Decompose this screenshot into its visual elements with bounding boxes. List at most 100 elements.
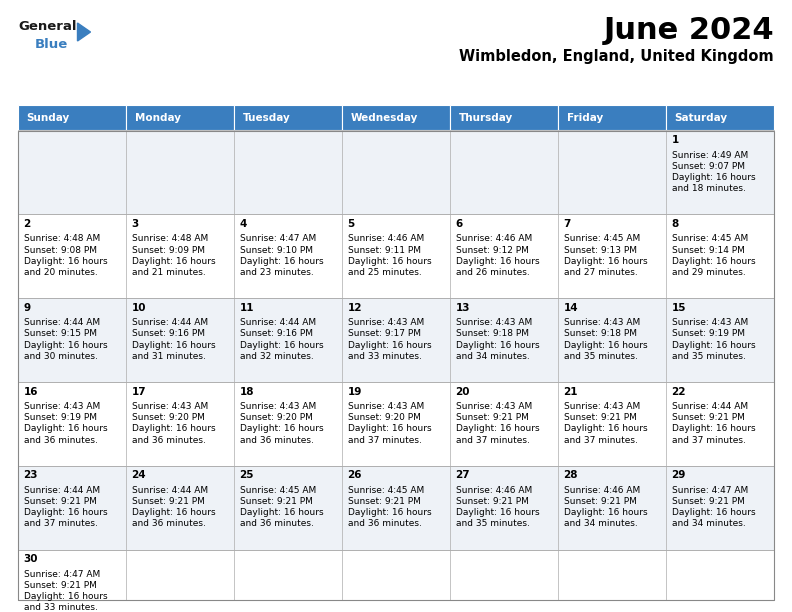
Text: Sunrise: 4:43 AM: Sunrise: 4:43 AM: [672, 318, 748, 327]
Text: Daylight: 16 hours: Daylight: 16 hours: [563, 341, 647, 349]
Text: and 23 minutes.: and 23 minutes.: [239, 268, 314, 277]
Text: Daylight: 16 hours: Daylight: 16 hours: [455, 257, 539, 266]
Text: Daylight: 16 hours: Daylight: 16 hours: [239, 341, 323, 349]
Text: 27: 27: [455, 471, 470, 480]
Text: Daylight: 16 hours: Daylight: 16 hours: [672, 424, 755, 433]
Text: Daylight: 16 hours: Daylight: 16 hours: [239, 508, 323, 517]
Text: Sunset: 9:15 PM: Sunset: 9:15 PM: [24, 329, 97, 338]
Text: and 20 minutes.: and 20 minutes.: [24, 268, 97, 277]
Text: Sunrise: 4:45 AM: Sunrise: 4:45 AM: [348, 486, 424, 495]
Text: 25: 25: [239, 471, 254, 480]
Text: and 32 minutes.: and 32 minutes.: [239, 352, 314, 361]
Text: 17: 17: [131, 387, 147, 397]
Text: Daylight: 16 hours: Daylight: 16 hours: [672, 257, 755, 266]
Text: Sunset: 9:07 PM: Sunset: 9:07 PM: [672, 162, 744, 171]
Text: 23: 23: [24, 471, 38, 480]
Text: Daylight: 16 hours: Daylight: 16 hours: [348, 341, 431, 349]
Text: and 34 minutes.: and 34 minutes.: [672, 520, 745, 528]
Text: Sunset: 9:20 PM: Sunset: 9:20 PM: [131, 413, 204, 422]
Bar: [126, 105, 234, 130]
Text: Sunrise: 4:44 AM: Sunrise: 4:44 AM: [24, 486, 100, 495]
Bar: [126, 466, 234, 550]
Bar: [558, 382, 666, 466]
Bar: [126, 382, 234, 466]
Bar: [234, 105, 342, 130]
Text: and 36 minutes.: and 36 minutes.: [239, 436, 314, 444]
Text: Sunset: 9:18 PM: Sunset: 9:18 PM: [563, 329, 637, 338]
Text: Wimbledon, England, United Kingdom: Wimbledon, England, United Kingdom: [459, 49, 774, 64]
Text: Daylight: 16 hours: Daylight: 16 hours: [131, 424, 215, 433]
Bar: [558, 466, 666, 550]
Text: Wednesday: Wednesday: [351, 113, 418, 123]
Text: Sunset: 9:13 PM: Sunset: 9:13 PM: [563, 245, 637, 255]
Bar: [342, 298, 450, 382]
Text: and 37 minutes.: and 37 minutes.: [672, 436, 745, 444]
Text: and 34 minutes.: and 34 minutes.: [455, 352, 529, 361]
Bar: [18, 298, 126, 382]
Bar: [18, 214, 126, 298]
Text: Sunset: 9:10 PM: Sunset: 9:10 PM: [239, 245, 313, 255]
Bar: [342, 105, 450, 130]
Text: Sunrise: 4:46 AM: Sunrise: 4:46 AM: [348, 234, 424, 244]
Text: Sunrise: 4:43 AM: Sunrise: 4:43 AM: [563, 318, 640, 327]
Text: and 33 minutes.: and 33 minutes.: [348, 352, 421, 361]
Text: 20: 20: [455, 387, 470, 397]
Text: 13: 13: [455, 303, 470, 313]
Text: 28: 28: [563, 471, 578, 480]
Text: Daylight: 16 hours: Daylight: 16 hours: [563, 257, 647, 266]
Text: Sunrise: 4:43 AM: Sunrise: 4:43 AM: [239, 402, 316, 411]
Bar: [342, 214, 450, 298]
Text: 15: 15: [672, 303, 686, 313]
Text: Daylight: 16 hours: Daylight: 16 hours: [24, 341, 107, 349]
Text: and 37 minutes.: and 37 minutes.: [348, 436, 421, 444]
Text: Sunset: 9:20 PM: Sunset: 9:20 PM: [348, 413, 421, 422]
Bar: [234, 130, 342, 214]
Text: Blue: Blue: [35, 39, 68, 51]
Text: 14: 14: [563, 303, 578, 313]
Text: and 36 minutes.: and 36 minutes.: [348, 520, 421, 528]
Text: Daylight: 16 hours: Daylight: 16 hours: [455, 508, 539, 517]
Text: and 37 minutes.: and 37 minutes.: [455, 436, 529, 444]
Text: Sunset: 9:21 PM: Sunset: 9:21 PM: [672, 497, 744, 506]
Text: Sunset: 9:21 PM: Sunset: 9:21 PM: [239, 497, 312, 506]
Bar: [234, 466, 342, 550]
Bar: [558, 214, 666, 298]
Text: Sunset: 9:09 PM: Sunset: 9:09 PM: [131, 245, 204, 255]
Text: Saturday: Saturday: [675, 113, 728, 123]
Text: Daylight: 16 hours: Daylight: 16 hours: [348, 508, 431, 517]
Text: 7: 7: [563, 219, 571, 229]
Text: and 25 minutes.: and 25 minutes.: [348, 268, 421, 277]
Text: Daylight: 16 hours: Daylight: 16 hours: [24, 424, 107, 433]
Text: 26: 26: [348, 471, 362, 480]
Bar: [126, 214, 234, 298]
Text: Daylight: 16 hours: Daylight: 16 hours: [131, 257, 215, 266]
Text: Sunset: 9:19 PM: Sunset: 9:19 PM: [24, 413, 97, 422]
Text: 16: 16: [24, 387, 38, 397]
Text: 2: 2: [24, 219, 31, 229]
Text: Sunrise: 4:44 AM: Sunrise: 4:44 AM: [131, 318, 208, 327]
Text: 9: 9: [24, 303, 31, 313]
Text: and 35 minutes.: and 35 minutes.: [672, 352, 745, 361]
Bar: [234, 214, 342, 298]
Text: 21: 21: [563, 387, 578, 397]
Bar: [450, 382, 558, 466]
Text: Daylight: 16 hours: Daylight: 16 hours: [348, 257, 431, 266]
Text: Sunrise: 4:43 AM: Sunrise: 4:43 AM: [563, 402, 640, 411]
Bar: [558, 105, 666, 130]
Text: Thursday: Thursday: [459, 113, 513, 123]
Text: General: General: [18, 20, 77, 33]
Text: Sunrise: 4:49 AM: Sunrise: 4:49 AM: [672, 151, 748, 160]
Text: 29: 29: [672, 471, 686, 480]
Text: Daylight: 16 hours: Daylight: 16 hours: [672, 508, 755, 517]
Bar: [450, 550, 558, 600]
Bar: [666, 550, 774, 600]
Text: Daylight: 16 hours: Daylight: 16 hours: [455, 341, 539, 349]
Bar: [18, 130, 126, 214]
Text: Daylight: 16 hours: Daylight: 16 hours: [455, 424, 539, 433]
Text: and 26 minutes.: and 26 minutes.: [455, 268, 529, 277]
Bar: [18, 382, 126, 466]
Text: 19: 19: [348, 387, 362, 397]
Text: Sunrise: 4:43 AM: Sunrise: 4:43 AM: [455, 318, 531, 327]
Text: Sunrise: 4:46 AM: Sunrise: 4:46 AM: [455, 234, 531, 244]
Bar: [126, 550, 234, 600]
